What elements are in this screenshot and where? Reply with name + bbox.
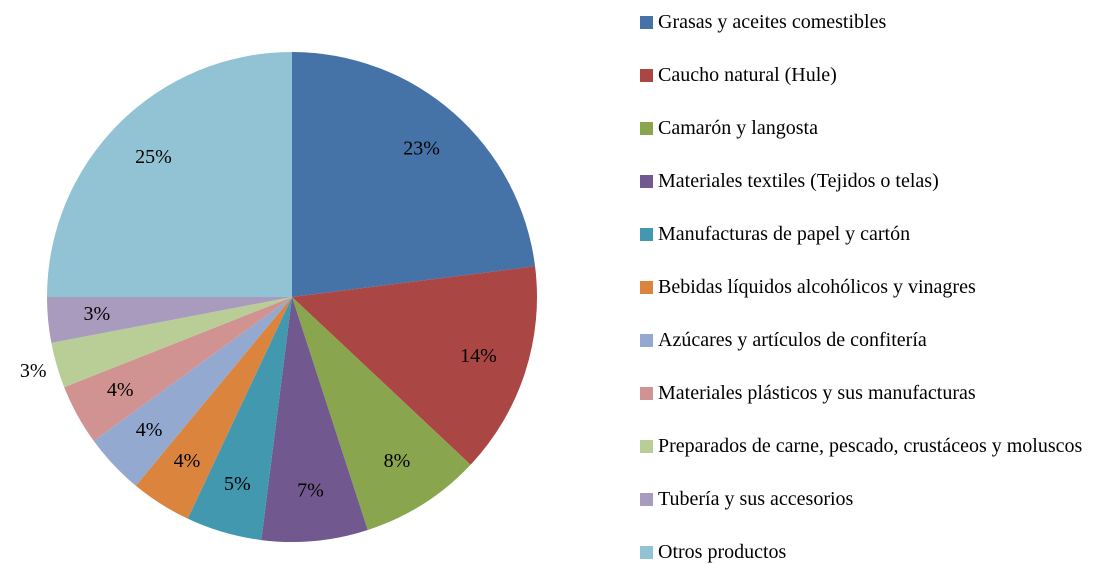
- pie-slice: [292, 52, 536, 297]
- data-label: 7%: [297, 480, 324, 502]
- legend-item: Otros productos: [640, 540, 1090, 564]
- pie-slice: [292, 266, 537, 465]
- legend-swatch: [640, 175, 653, 188]
- legend-item: Grasas y aceites comestibles: [640, 10, 1090, 34]
- legend-label: Materiales plásticos y sus manufacturas: [658, 382, 976, 404]
- legend-swatch: [640, 122, 653, 135]
- pie-slice: [292, 297, 471, 531]
- legend-label: Otros productos: [658, 541, 787, 563]
- data-label: 23%: [403, 138, 440, 160]
- legend-label: Materiales textiles (Tejidos o telas): [658, 170, 939, 192]
- legend-label: Azúcares y artículos de confitería: [658, 329, 927, 351]
- legend-swatch: [640, 493, 653, 506]
- legend-label: Bebidas líquidos alcohólicos y vinagres: [658, 276, 976, 298]
- chart: 23%14%8%7%5%4%4%4%3%3%25%: [20, 52, 537, 542]
- data-label: 25%: [135, 146, 172, 168]
- legend-item: Azúcares y artículos de confitería: [640, 328, 1090, 352]
- legend-swatch: [640, 546, 653, 559]
- pie-slice: [93, 297, 292, 486]
- data-label: 3%: [20, 360, 47, 382]
- data-label: 14%: [460, 345, 497, 367]
- data-label: 3%: [84, 303, 111, 325]
- legend-item: Materiales textiles (Tejidos o telas): [640, 169, 1090, 193]
- legend-label: Grasas y aceites comestibles: [658, 11, 887, 33]
- pie-slice: [47, 52, 292, 297]
- pie-slice: [51, 297, 292, 388]
- legend-label: Camarón y langosta: [658, 117, 818, 139]
- data-label: 4%: [174, 450, 201, 472]
- legend-item: Materiales plásticos y sus manufacturas: [640, 381, 1090, 405]
- legend-item: Preparados de carne, pescado, crustáceos…: [640, 434, 1090, 458]
- pie-slice: [187, 297, 292, 541]
- legend-swatch: [640, 228, 653, 241]
- pie-slice: [64, 297, 292, 442]
- legend-label: Caucho natural (Hule): [658, 64, 837, 86]
- legend-item: Bebidas líquidos alcohólicos y vinagres: [640, 275, 1090, 299]
- legend-swatch: [640, 16, 653, 29]
- pie-slice: [47, 297, 292, 343]
- legend-item: Caucho natural (Hule): [640, 63, 1090, 87]
- data-label: 4%: [107, 379, 134, 401]
- legend-swatch: [640, 440, 653, 453]
- legend-item: Camarón y langosta: [640, 116, 1090, 140]
- legend-label: Tubería y sus accesorios: [658, 488, 854, 510]
- legend-swatch: [640, 69, 653, 82]
- legend-label: Preparados de carne, pescado, crustáceos…: [658, 435, 1083, 457]
- pie-slice: [261, 297, 368, 542]
- legend-label: Manufacturas de papel y cartón: [658, 223, 911, 245]
- legend-item: Manufacturas de papel y cartón: [640, 222, 1090, 246]
- data-label: 8%: [384, 450, 411, 472]
- data-label: 5%: [224, 473, 251, 495]
- legend-swatch: [640, 387, 653, 400]
- legend-swatch: [640, 334, 653, 347]
- legend-item: Tubería y sus accesorios: [640, 487, 1090, 511]
- data-label: 4%: [136, 419, 163, 441]
- pie-slice: [135, 297, 292, 519]
- legend-swatch: [640, 281, 653, 294]
